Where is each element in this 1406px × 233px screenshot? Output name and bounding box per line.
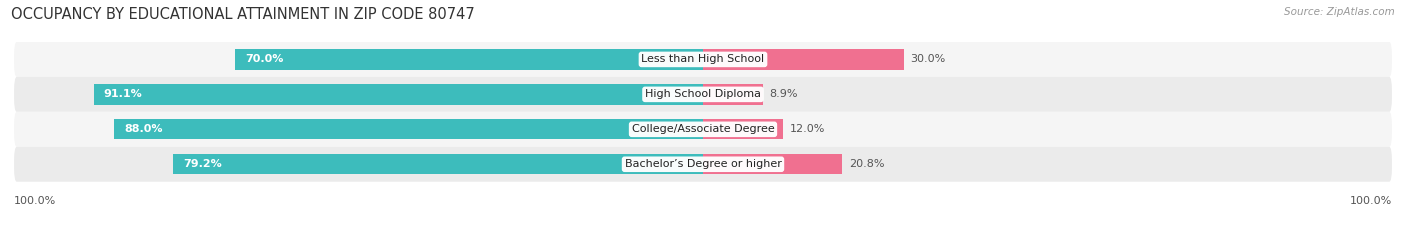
- Text: 70.0%: 70.0%: [245, 55, 283, 64]
- Bar: [703, 84, 762, 105]
- Text: OCCUPANCY BY EDUCATIONAL ATTAINMENT IN ZIP CODE 80747: OCCUPANCY BY EDUCATIONAL ATTAINMENT IN Z…: [11, 7, 475, 22]
- Text: 8.9%: 8.9%: [769, 89, 797, 99]
- FancyBboxPatch shape: [14, 77, 1392, 112]
- Bar: [703, 154, 842, 174]
- Text: 79.2%: 79.2%: [183, 159, 222, 169]
- Text: 88.0%: 88.0%: [124, 124, 163, 134]
- Text: Less than High School: Less than High School: [641, 55, 765, 64]
- Text: College/Associate Degree: College/Associate Degree: [631, 124, 775, 134]
- Text: 20.8%: 20.8%: [849, 159, 884, 169]
- Bar: [703, 119, 783, 139]
- Text: 100.0%: 100.0%: [1350, 196, 1392, 206]
- Bar: [173, 154, 703, 174]
- Bar: [703, 49, 904, 69]
- Text: 12.0%: 12.0%: [790, 124, 825, 134]
- Text: Source: ZipAtlas.com: Source: ZipAtlas.com: [1284, 7, 1395, 17]
- Bar: [235, 49, 703, 69]
- Bar: [114, 119, 703, 139]
- Text: 30.0%: 30.0%: [910, 55, 946, 64]
- Text: 100.0%: 100.0%: [14, 196, 56, 206]
- Bar: [94, 84, 703, 105]
- Text: Bachelor’s Degree or higher: Bachelor’s Degree or higher: [624, 159, 782, 169]
- Text: High School Diploma: High School Diploma: [645, 89, 761, 99]
- FancyBboxPatch shape: [14, 112, 1392, 147]
- FancyBboxPatch shape: [14, 42, 1392, 77]
- FancyBboxPatch shape: [14, 147, 1392, 182]
- Text: 91.1%: 91.1%: [104, 89, 142, 99]
